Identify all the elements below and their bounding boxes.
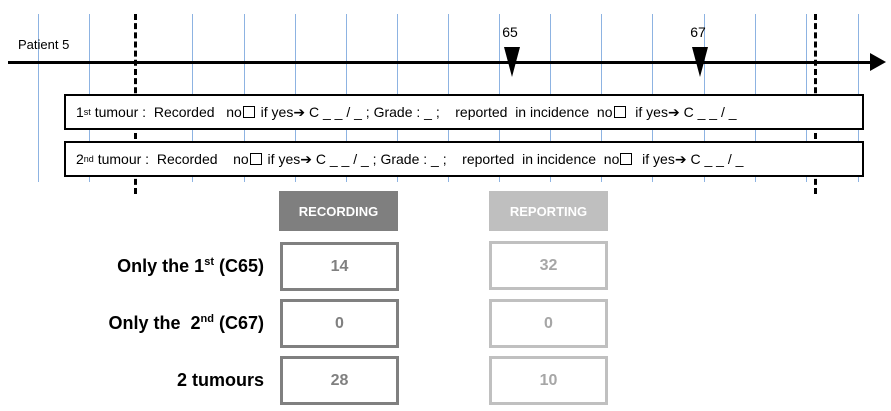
tumour-text: tumour : Recorded no — [90, 104, 242, 120]
recording-cell: 14 — [280, 242, 399, 291]
arrow-right-icon: ➔ — [667, 103, 680, 120]
arrow-right-icon: ➔ — [300, 150, 312, 167]
tumour-text: C _ _ / _ — [686, 151, 744, 167]
tumour-text: if yes — [263, 151, 301, 167]
patient-label: Patient 5 — [18, 37, 70, 52]
reporting-cell: 10 — [489, 356, 608, 405]
marker-down-triangle-icon — [692, 47, 708, 77]
recording-header: RECORDING — [279, 191, 398, 231]
row-label-only-second: Only the 2nd (C67) — [109, 313, 265, 334]
recorded-checkbox[interactable] — [242, 106, 255, 118]
row-label-text: Only the 2 — [108, 313, 201, 333]
tumour-ordinal-suffix: nd — [83, 154, 94, 164]
arrow-right-icon: ➔ — [674, 150, 687, 167]
row-label-text: 2 tumours — [176, 370, 264, 390]
reported-checkbox[interactable] — [613, 106, 626, 118]
row-label-two-tumours: 2 tumours — [177, 370, 264, 391]
arrow-right-icon: ➔ — [293, 103, 306, 120]
reporting-cell: 0 — [489, 299, 608, 348]
marker-down-triangle-icon — [504, 47, 520, 77]
marker-label-67: 67 — [690, 24, 706, 40]
tumour-text: if yes — [634, 151, 675, 167]
row-label-text: Only the 1 — [117, 256, 205, 276]
row-label-only-first: Only the 1st (C65) — [117, 256, 264, 277]
timeline-axis — [8, 61, 876, 64]
recorded-checkbox[interactable] — [249, 153, 262, 165]
row-label-code: (C67) — [213, 313, 264, 333]
reporting-header: REPORTING — [489, 191, 608, 231]
grid-line — [38, 14, 39, 182]
row-label-suffix: nd — [200, 313, 214, 325]
tumour-text: if yes — [627, 104, 668, 120]
reporting-cell: 32 — [489, 241, 608, 290]
tumour-text: C _ _ / _ ; Grade : _ ; reported in inci… — [305, 104, 613, 120]
tumour-ordinal-suffix: st — [83, 107, 91, 117]
marker-label-65: 65 — [502, 24, 518, 40]
row-label-suffix: st — [204, 256, 214, 268]
arrow-right-icon — [870, 53, 886, 71]
tumour-text: if yes — [256, 104, 294, 120]
tumour-text: C _ _ / _ — [679, 104, 737, 120]
tumour-text: C _ _ / _ ; Grade : _ ; reported in inci… — [311, 151, 620, 167]
recording-cell: 28 — [280, 356, 399, 405]
reported-checkbox[interactable] — [620, 153, 633, 165]
tumour-ordinal: 2 — [76, 151, 84, 167]
tumour-ordinal: 1 — [76, 104, 84, 120]
tumour-text: tumour : Recorded no — [93, 151, 249, 167]
row-label-code: (C65) — [213, 256, 264, 276]
recording-cell: 0 — [280, 299, 399, 348]
